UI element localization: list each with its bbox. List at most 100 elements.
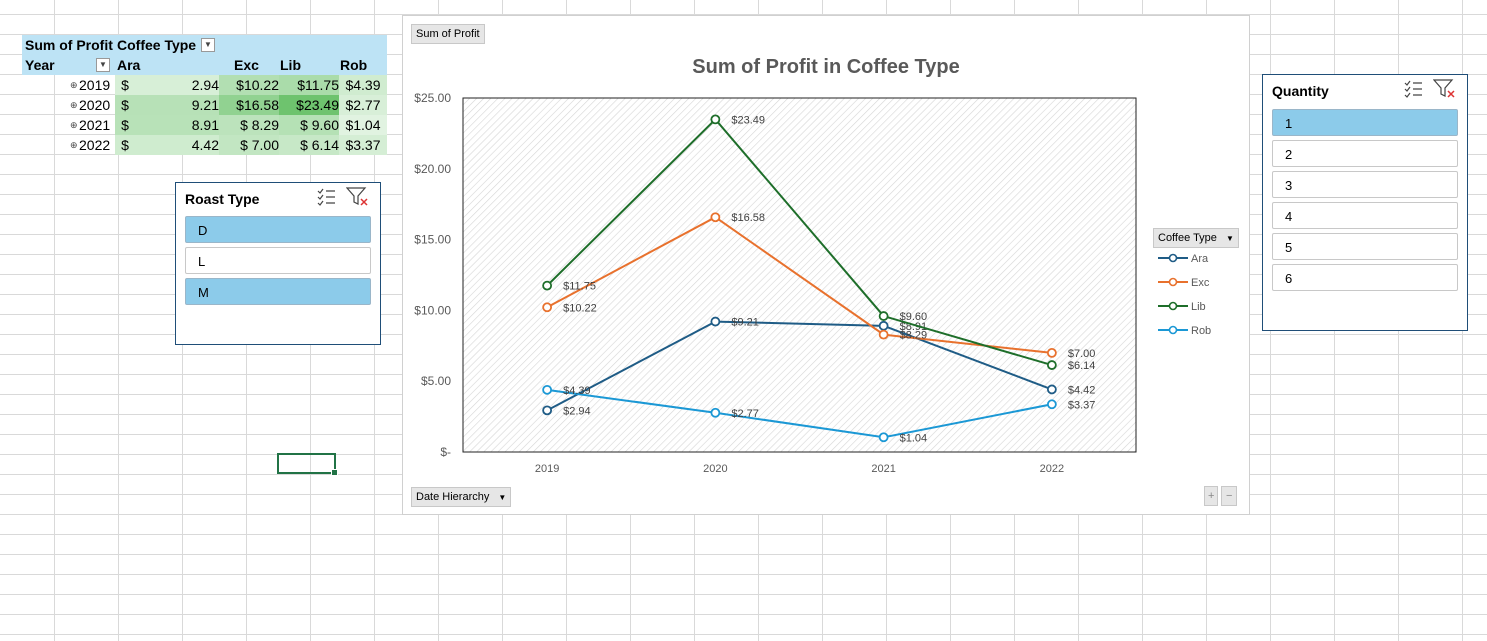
data-point <box>710 316 721 327</box>
expand-row-icon[interactable]: ⊕ <box>70 120 78 130</box>
y-tick-label: $25.00 <box>414 91 451 105</box>
pivot-currency-cell[interactable]: $ <box>115 115 135 135</box>
pivot-col-lib[interactable]: Lib <box>280 57 301 73</box>
legend-marker <box>1168 325 1178 335</box>
pivot-lib-cell[interactable]: $ 6.14 <box>279 135 339 155</box>
pivot-ara-cell[interactable]: 2.94 <box>135 75 219 95</box>
data-label: $16.58 <box>731 212 765 224</box>
pivot-chart[interactable]: Sum of Profit Sum of Profit in Coffee Ty… <box>402 15 1250 515</box>
data-label: $4.39 <box>563 385 591 397</box>
data-point <box>710 212 721 223</box>
y-tick-label: $10.00 <box>414 303 451 317</box>
pivot-exc-cell[interactable]: $16.58 <box>219 95 279 115</box>
chart-plot: $- $5.00 $10.00 $15.00 $20.00 $25.00 2019 2020 2… <box>414 91 1211 475</box>
legend-field-label: Coffee Type <box>1158 232 1217 244</box>
pivot-year-cell[interactable]: 2020 <box>79 97 111 113</box>
data-point <box>542 302 553 313</box>
data-label: $9.60 <box>900 311 928 323</box>
data-label: $10.22 <box>563 302 597 314</box>
slicer-item-L[interactable]: L <box>185 247 371 274</box>
zoom-out-button[interactable]: − <box>1221 486 1238 506</box>
multi-select-icon[interactable] <box>316 187 336 212</box>
expand-row-icon[interactable]: ⊕ <box>70 80 78 90</box>
data-point <box>1046 360 1057 370</box>
slicer-item-4[interactable]: 4 <box>1272 202 1458 229</box>
x-tick-label: 2019 <box>535 463 559 475</box>
pivot-rob-cell[interactable]: $2.77 <box>339 95 387 115</box>
pivot-ara-cell[interactable]: 4.42 <box>135 135 219 155</box>
x-tick-label: 2021 <box>871 463 895 475</box>
slicer-item-6[interactable]: 6 <box>1272 264 1458 291</box>
slicer-item-3[interactable]: 3 <box>1272 171 1458 198</box>
data-label: $4.42 <box>1068 384 1096 396</box>
chart-title[interactable]: Sum of Profit in Coffee Type <box>692 56 960 78</box>
pivot-rob-cell[interactable]: $3.37 <box>339 135 387 155</box>
zoom-in-button[interactable]: + <box>1204 486 1219 506</box>
pivot-exc-cell[interactable]: $10.22 <box>219 75 279 95</box>
multi-select-icon[interactable] <box>1403 79 1423 104</box>
pivot-col-exc[interactable]: Exc <box>234 57 259 73</box>
y-tick-label: $15.00 <box>414 233 451 247</box>
data-label: $8.91 <box>900 321 928 333</box>
data-label: $11.75 <box>563 281 596 293</box>
pivot-currency-cell[interactable]: $ <box>115 135 135 155</box>
clear-filter-icon[interactable] <box>1432 78 1457 105</box>
pivot-ara-cell[interactable]: 8.91 <box>135 115 219 135</box>
data-point <box>710 407 721 418</box>
table-row: ⊕ 2022 $4.42 $ 7.00 $ 6.14 $3.37 <box>22 135 387 155</box>
pivot-lib-cell[interactable]: $ 9.60 <box>279 115 339 135</box>
pivot-row-field-label[interactable]: Year <box>25 57 55 73</box>
data-label: $8.29 <box>900 330 928 342</box>
pivot-year-cell[interactable]: 2022 <box>79 137 111 153</box>
pivot-column-field-label[interactable]: Coffee Type <box>117 37 197 53</box>
slicer-item-5[interactable]: 5 <box>1272 233 1458 260</box>
slicer-item-M[interactable]: M <box>185 278 371 305</box>
active-cell-selection[interactable] <box>277 453 338 476</box>
slicer-item-D[interactable]: D <box>185 216 371 243</box>
legend-field-button[interactable]: Coffee Type ▼ <box>1153 228 1239 248</box>
pivot-currency-cell[interactable]: $ <box>115 95 135 115</box>
pivot-header-row-1: Sum of Profit Coffee Type ▼ <box>22 35 387 55</box>
row-filter-dropdown-icon[interactable]: ▼ <box>96 58 110 72</box>
data-label: $7.00 <box>1068 348 1096 360</box>
series-line-rob <box>546 388 1053 439</box>
pivot-measure-label[interactable]: Sum of Profit <box>25 37 113 53</box>
legend-marker <box>1168 301 1178 311</box>
column-filter-dropdown-icon[interactable]: ▼ <box>201 38 215 52</box>
series-line-exc <box>546 216 1052 354</box>
data-point <box>878 329 889 340</box>
data-point <box>1046 399 1057 410</box>
pivot-lib-cell[interactable]: $11.75 <box>279 75 339 95</box>
pivot-year-cell[interactable]: 2019 <box>79 77 111 93</box>
axis-field-label: Date Hierarchy <box>416 491 490 503</box>
series-line-ara <box>546 320 1053 412</box>
y-tick-label: $- <box>440 445 451 459</box>
slicer-item-2[interactable]: 2 <box>1272 140 1458 167</box>
data-point <box>878 311 889 321</box>
expand-row-icon[interactable]: ⊕ <box>70 140 78 150</box>
data-point <box>710 114 721 125</box>
pivot-rob-cell[interactable]: $1.04 <box>339 115 387 135</box>
pivot-exc-cell[interactable]: $ 7.00 <box>219 135 279 155</box>
pivot-year-cell[interactable]: 2021 <box>79 117 111 133</box>
dropdown-arrow-icon: ▼ <box>1225 234 1234 243</box>
data-point <box>542 384 553 395</box>
pivot-col-rob[interactable]: Rob <box>340 57 368 73</box>
pivot-col-ara[interactable]: Ara <box>117 57 141 73</box>
axis-field-button[interactable]: Date Hierarchy ▼ <box>411 487 512 507</box>
data-label: $6.14 <box>1068 360 1096 372</box>
quantity-slicer-title: Quantity <box>1272 83 1329 99</box>
pivot-currency-cell[interactable]: $ <box>115 75 135 95</box>
pivot-lib-cell[interactable]: $23.49 <box>279 95 339 115</box>
table-row: ⊕ 2020 $9.21 $16.58 $23.49 $2.77 <box>22 95 387 115</box>
slicer-item-1[interactable]: 1 <box>1272 109 1458 136</box>
pivot-ara-cell[interactable]: 9.21 <box>135 95 219 115</box>
clear-filter-icon[interactable] <box>345 186 370 213</box>
x-tick-label: 2022 <box>1040 463 1064 475</box>
expand-row-icon[interactable]: ⊕ <box>70 100 78 110</box>
table-row: ⊕ 2019 $2.94 $10.22 $11.75 $4.39 <box>22 75 387 95</box>
pivot-exc-cell[interactable]: $ 8.29 <box>219 115 279 135</box>
legend-marker <box>1168 277 1178 287</box>
value-field-button[interactable]: Sum of Profit <box>411 24 485 44</box>
pivot-rob-cell[interactable]: $4.39 <box>339 75 387 95</box>
